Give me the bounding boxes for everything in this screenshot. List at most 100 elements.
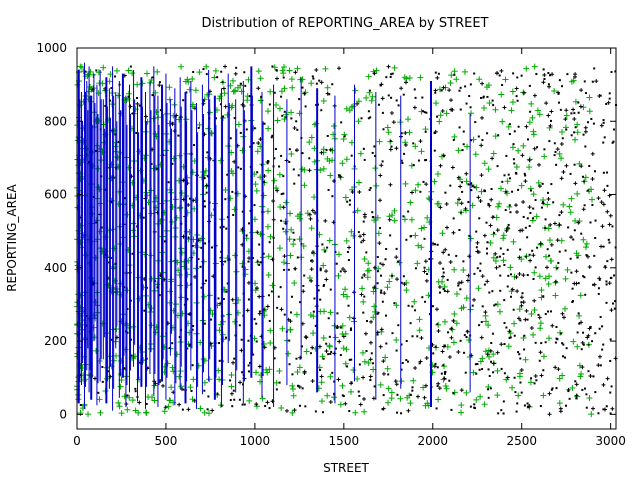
dot-point [459,288,462,291]
dot-point [514,203,519,208]
dot-point [549,310,552,313]
dot-point [449,184,452,187]
dot-point [590,176,595,181]
cross-point [537,325,544,332]
dot-point [203,205,206,208]
dot-point [276,306,279,309]
dot-point [476,195,481,200]
dot-point [254,286,259,291]
dot-point [514,391,517,394]
dot-point [564,356,567,359]
cross-point [559,372,566,379]
dot-point [289,311,292,314]
dot-point [225,227,228,230]
dot-point [511,190,514,193]
cross-point [330,123,337,129]
dot-point [592,283,595,286]
cross-point [558,237,565,244]
dot-point [247,370,250,373]
dot-point [281,205,286,210]
dot-point [229,391,234,396]
cross-point [221,90,228,97]
dot-point [599,200,604,205]
dot-point [542,369,545,372]
cross-point [500,232,507,239]
cross-point [264,208,271,215]
dot-point [442,376,447,381]
cross-point [411,298,418,305]
dot-point [348,358,351,361]
dot-point [280,219,283,222]
cross-point [318,398,325,405]
cross-point [529,114,536,121]
y-tick-label: 200 [44,334,67,348]
dot-point [417,159,420,162]
dot-point [138,361,141,364]
cross-point [556,400,563,407]
dot-point [258,243,261,246]
dot-point [502,252,505,255]
dot-point [607,238,610,241]
cross-point [588,411,595,418]
dot-point [301,152,304,155]
dot-point [129,174,134,179]
dot-point [379,84,382,87]
cross-point [586,94,593,101]
cross-point [113,67,120,74]
dot-point [593,67,596,70]
x-tick-label: 1000 [240,434,271,448]
dot-point [292,126,297,131]
dot-point [562,343,565,346]
dot-point [259,261,262,264]
dot-point [200,286,203,289]
cross-point [490,150,497,157]
cross-point [288,226,295,233]
dot-point [523,404,526,407]
dot-point [403,142,408,147]
dot-point [526,402,529,405]
cross-point [286,236,293,243]
dot-point [605,171,608,174]
dot-point [510,273,513,276]
dot-point [440,109,445,114]
cross-point [354,207,361,214]
dot-point [425,159,428,162]
dot-point [232,389,235,392]
dot-point [547,412,552,417]
dot-point [608,213,613,218]
dot-point [327,353,330,356]
dot-point [584,293,587,296]
cross-point [476,76,483,83]
cross-point [468,110,475,117]
dot-point [273,157,276,160]
dot-point [411,386,414,389]
dot-point [295,120,298,123]
cross-point [106,78,113,85]
cross-point [145,393,152,400]
dot-point [521,273,526,278]
cross-point [404,394,411,401]
dot-point [490,215,495,220]
dot-point [403,131,408,136]
dot-point [480,274,485,279]
dot-point [423,237,426,240]
dot-point [504,209,507,212]
dot-point [331,371,334,374]
dot-point [326,134,329,137]
cross-point [129,70,136,77]
dot-point [567,226,570,229]
dot-point [217,297,220,300]
cross-point [278,404,285,411]
dot-point [416,335,419,338]
dot-point [219,226,222,229]
dot-point [485,247,488,250]
cross-point [414,260,421,267]
dot-point [435,407,438,410]
dot-point [298,98,301,101]
dot-point [207,395,210,398]
cross-point [528,100,535,107]
dot-point [602,188,607,193]
dot-point [253,127,256,130]
dot-point [489,197,494,202]
cross-point [451,310,458,317]
